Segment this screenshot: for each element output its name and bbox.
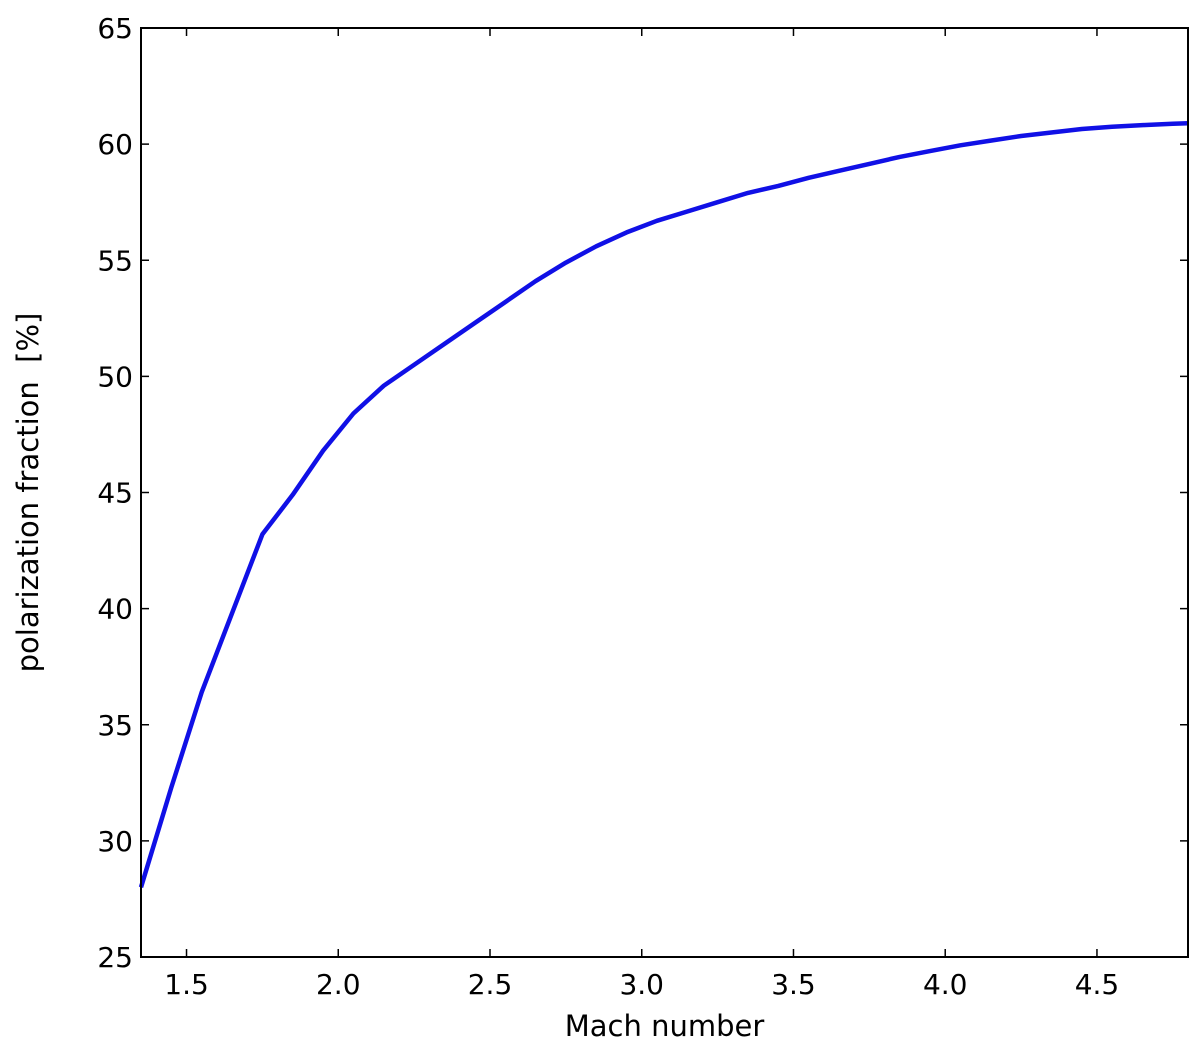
x-axis-ticks: 1.5 2.0 2.5 3.0 3.5 4.0 4.5 (164, 28, 1119, 1001)
x-tick-label: 4.0 (923, 968, 968, 1001)
x-tick-label: 3.0 (619, 968, 664, 1001)
y-tick-label: 40 (97, 593, 133, 626)
y-tick-label: 55 (97, 244, 133, 277)
x-tick-label: 3.5 (771, 968, 816, 1001)
plot-area-frame (140, 27, 1189, 958)
y-tick-label: 25 (97, 941, 133, 974)
x-tick-label: 1.5 (164, 968, 209, 1001)
y-tick-label: 65 (97, 12, 133, 45)
y-axis-ticks: 25 30 35 40 45 50 55 60 65 (97, 12, 1188, 974)
x-tick-label: 2.5 (468, 968, 513, 1001)
y-tick-label: 50 (97, 360, 133, 393)
series-line-0 (138, 120, 1189, 888)
x-axis-title: Mach number (565, 1009, 765, 1043)
series-layer (138, 120, 1189, 888)
y-tick-label: 60 (97, 128, 133, 161)
y-tick-label: 30 (97, 825, 133, 858)
y-tick-label: 45 (97, 477, 133, 510)
y-tick-label: 35 (97, 709, 133, 742)
x-tick-label: 2.0 (316, 968, 361, 1001)
x-tick-label: 4.5 (1075, 968, 1120, 1001)
y-axis-title: polarization fraction [%] (11, 313, 45, 673)
